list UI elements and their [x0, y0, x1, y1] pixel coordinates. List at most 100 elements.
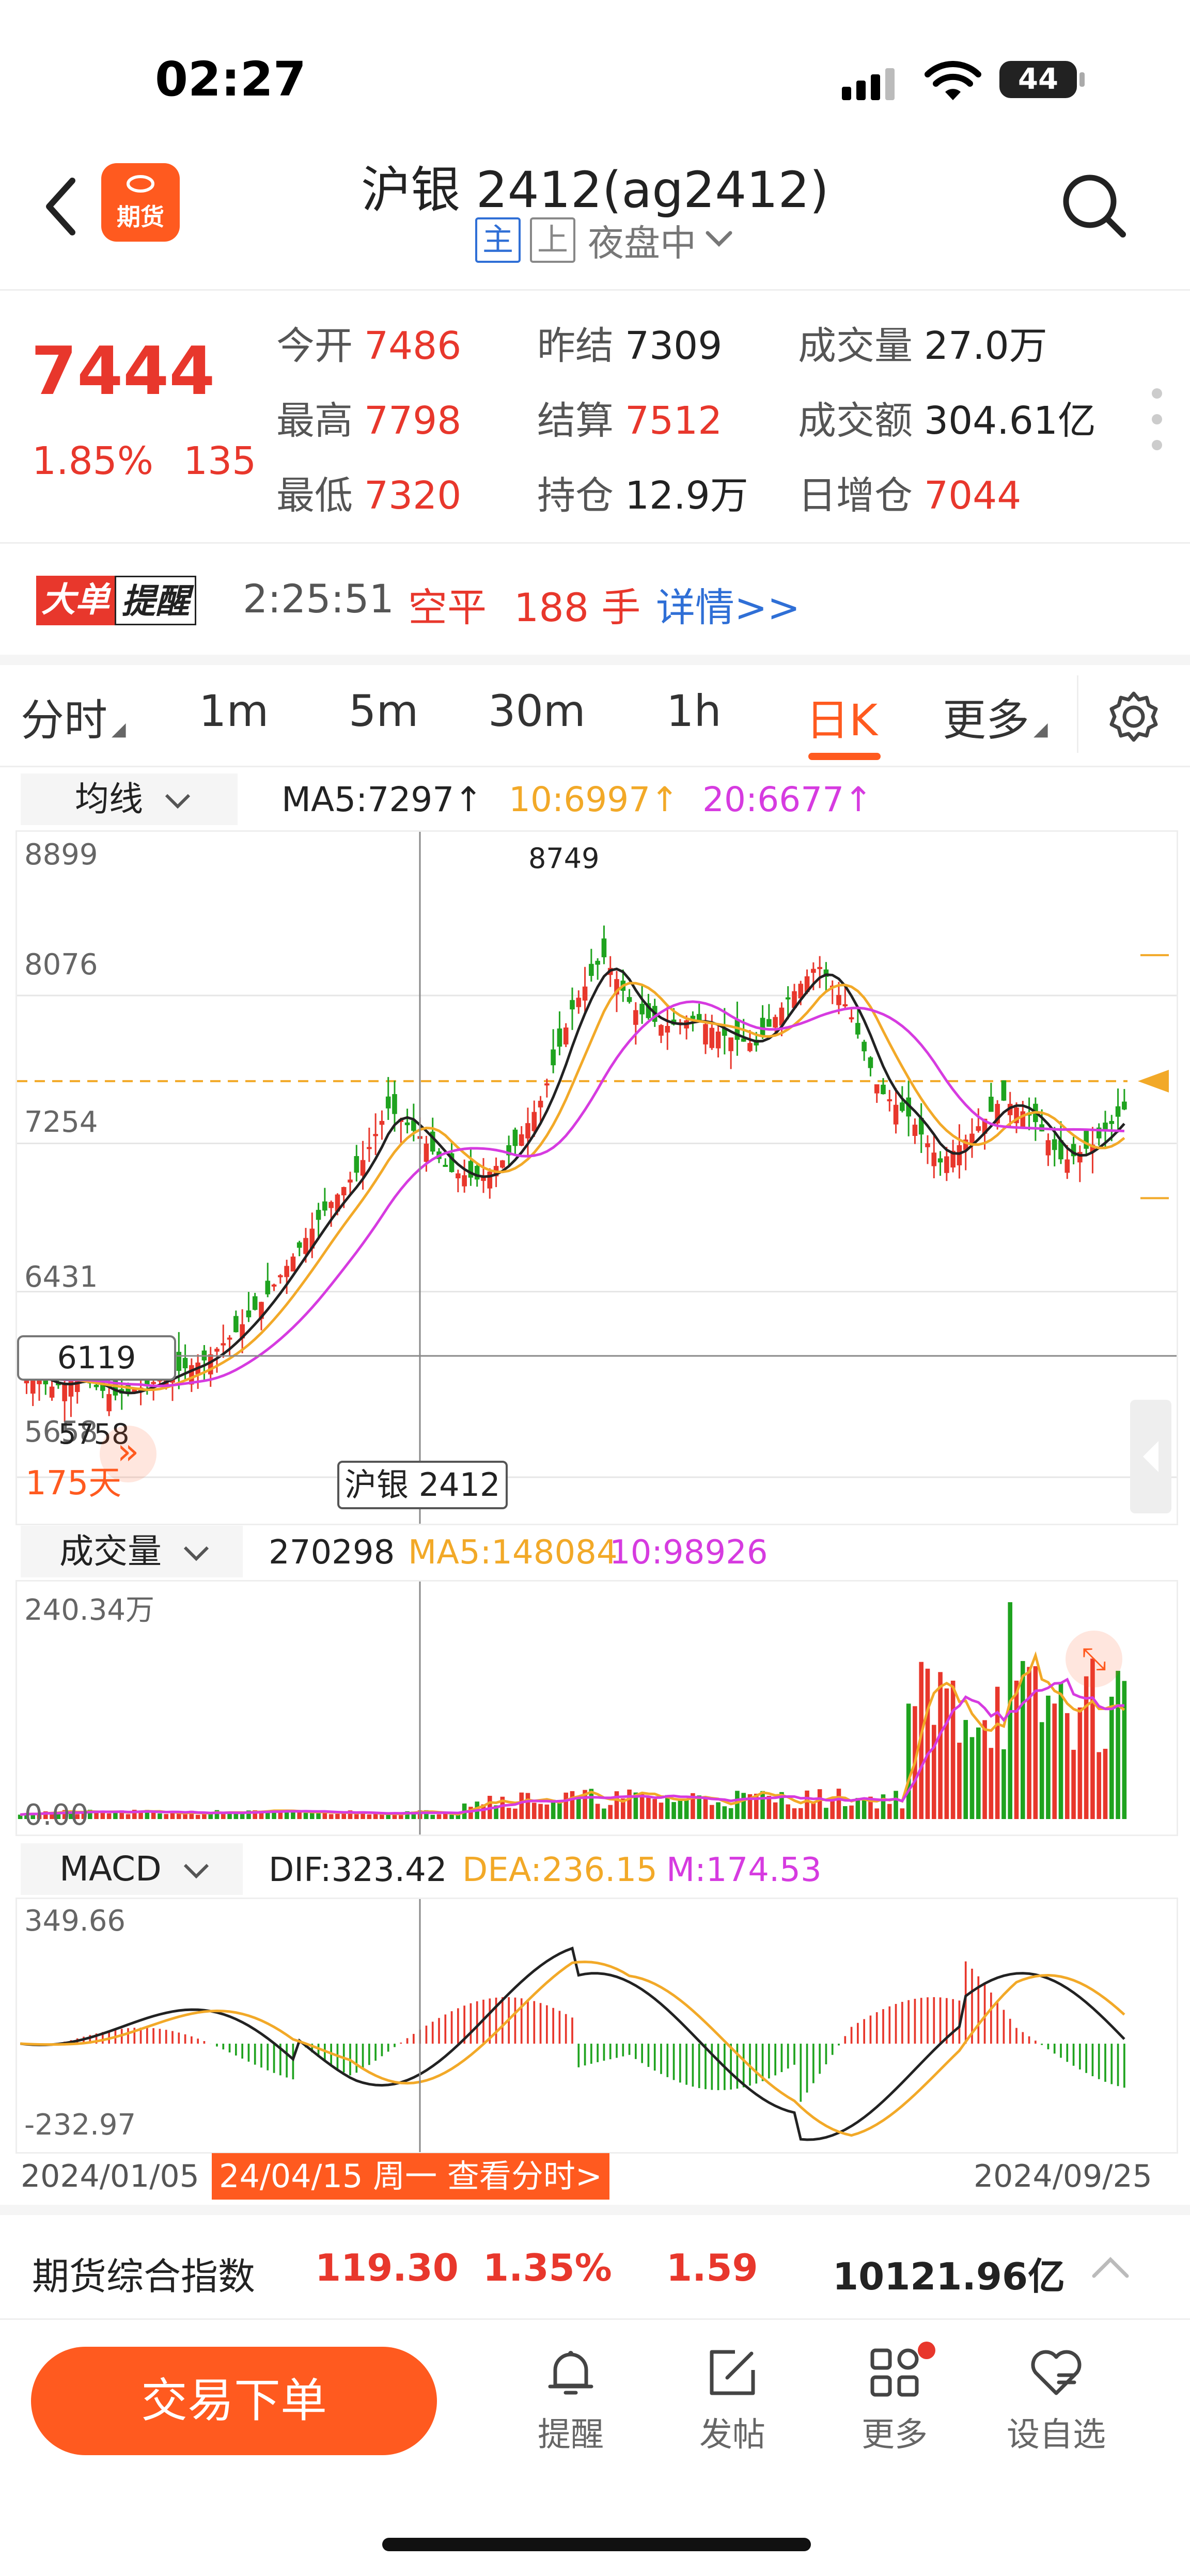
alert-detail-link[interactable]: 详情>>: [656, 584, 801, 630]
tab-30m[interactable]: 30m: [488, 686, 586, 736]
session-selector[interactable]: 夜盘中: [588, 222, 696, 264]
volume-bar: [868, 1796, 873, 1819]
index-pct: 1.35%: [483, 2246, 612, 2289]
candle-body: [957, 1145, 962, 1165]
nav-alert[interactable]: 提醒: [516, 2344, 625, 2456]
index-name: 期货综合指数: [32, 2255, 256, 2298]
tab-daily-k[interactable]: 日K: [806, 695, 878, 746]
volume-bar: [931, 1725, 936, 1819]
volume-bar: [538, 1804, 543, 1819]
candle-body: [456, 1173, 461, 1179]
stat-label: 持仓: [537, 473, 614, 518]
candle-body: [551, 1049, 556, 1066]
chevron-down-icon[interactable]: [704, 229, 733, 251]
volume-bar: [1027, 1667, 1031, 1819]
collapse-panel-icon[interactable]: [1130, 1400, 1171, 1513]
macd-histogram-bar: [698, 2044, 700, 2089]
ytick-0: 8899: [24, 838, 98, 872]
macd-histogram-bar: [914, 1999, 916, 2044]
macd-histogram-bar: [552, 2008, 554, 2044]
candle-body: [766, 1019, 772, 1027]
volume-bar: [703, 1798, 708, 1819]
macd-histogram-bar: [1041, 2044, 1043, 2045]
macd-histogram-bar: [800, 2044, 802, 2102]
volume-bar: [989, 1748, 994, 1819]
page-title: 沪银 2412(ag2412): [361, 161, 829, 219]
nav-watchlist[interactable]: 设自选: [1002, 2344, 1110, 2456]
crosshair-date-button[interactable]: 24/04/15 周一 查看分时>: [212, 2153, 609, 2200]
volume-selector-label: 成交量: [59, 1531, 162, 1571]
stat-item: 昨结 7309: [537, 315, 722, 370]
macd-histogram-bar: [1028, 2036, 1030, 2044]
scroll-left-icon[interactable]: »: [100, 1426, 156, 1482]
big-order-alert[interactable]: 大单 提醒 2:25:51 空平 188 手 详情>>: [0, 545, 1190, 656]
volume-bar: [221, 1813, 226, 1819]
tab-more[interactable]: 更多 ◢: [943, 686, 1048, 748]
volume-bar: [563, 1792, 569, 1819]
macd-histogram-bar: [133, 2028, 136, 2044]
days-label: 175天: [25, 1464, 122, 1503]
back-icon[interactable]: [41, 176, 83, 240]
candle-body: [500, 1160, 505, 1168]
nav-more[interactable]: 更多: [840, 2342, 949, 2456]
volume-bar: [830, 1797, 835, 1819]
candle-body: [392, 1094, 397, 1114]
macd-histogram-bar: [514, 1997, 516, 2044]
ytick-3: 6431: [24, 1260, 98, 1294]
volume-bar: [855, 1798, 860, 1819]
volume-bar: [100, 1811, 105, 1819]
index-bar[interactable]: 期货综合指数 119.30 1.35% 1.59 10121.96亿: [0, 2215, 1190, 2318]
candle-body: [836, 994, 841, 1005]
macd-histogram-bar: [711, 2044, 713, 2090]
candle-body: [367, 1147, 372, 1149]
battery-level: 44: [1018, 62, 1058, 96]
ma20-line: [20, 1000, 1124, 1387]
volume-bar: [278, 1810, 283, 1819]
macd-histogram-bar: [533, 2001, 536, 2044]
macd-histogram-bar: [1060, 2044, 1062, 2058]
search-icon[interactable]: [1059, 170, 1131, 245]
volume-bar: [817, 1789, 822, 1819]
volume-selector[interactable]: 成交量: [21, 1526, 243, 1577]
settings-gear-icon[interactable]: [1105, 688, 1162, 747]
chevron-up-icon[interactable]: [1090, 2251, 1131, 2284]
volume-bar: [1090, 1658, 1095, 1819]
ma-selector[interactable]: 均线: [21, 773, 238, 825]
trade-order-button[interactable]: 交易下单: [31, 2347, 437, 2455]
dif-line: [20, 1946, 1125, 2141]
macd-chart[interactable]: 349.66 -232.97: [15, 1898, 1178, 2154]
tab-1m[interactable]: 1m: [199, 686, 269, 736]
nav-post[interactable]: 发帖: [678, 2344, 787, 2456]
volume-chart[interactable]: 240.34万 0.00 ⤡: [15, 1580, 1178, 1836]
volume-bar: [754, 1793, 759, 1819]
ytick-4: 5658: [24, 1415, 98, 1449]
volume-bar: [398, 1814, 403, 1819]
volume-bar: [957, 1743, 962, 1819]
expand-icon[interactable]: ⤡: [1066, 1631, 1122, 1687]
tab-1h[interactable]: 1h: [666, 686, 722, 736]
more-dots-icon[interactable]: [1151, 387, 1163, 456]
macd-histogram-bar: [139, 2027, 142, 2044]
macd-selector[interactable]: MACD: [21, 1843, 243, 1895]
macd-histogram-bar: [1085, 2044, 1087, 2073]
tab-5m[interactable]: 5m: [349, 686, 419, 736]
crosshair-tag: 沪银 2412: [337, 1461, 508, 1509]
tab-intraday[interactable]: 分时 ◢: [21, 686, 126, 748]
volume-bar: [87, 1810, 92, 1819]
macd-histogram-bar: [990, 1993, 992, 2044]
macd-histogram-bar: [717, 2044, 719, 2091]
macd-histogram-bar: [780, 2044, 783, 2073]
volume-bar: [691, 1793, 695, 1819]
stat-label: 结算: [537, 399, 614, 443]
candle-body: [1096, 1127, 1102, 1139]
bell-icon: [548, 2351, 593, 2395]
macd-histogram-bar: [628, 2044, 631, 2055]
volume-bar: [392, 1812, 397, 1819]
macd-histogram-bar: [730, 2044, 732, 2090]
candle-body: [627, 997, 632, 1002]
kline-chart[interactable]: 8899 8076 7254 6431 5658 8749 5758 6119 …: [15, 830, 1178, 1525]
edit-icon: [710, 2350, 755, 2395]
alert-time: 2:25:51: [243, 576, 394, 622]
macd-histogram-bar: [1072, 2044, 1075, 2066]
macd-histogram-bar: [565, 2014, 567, 2044]
